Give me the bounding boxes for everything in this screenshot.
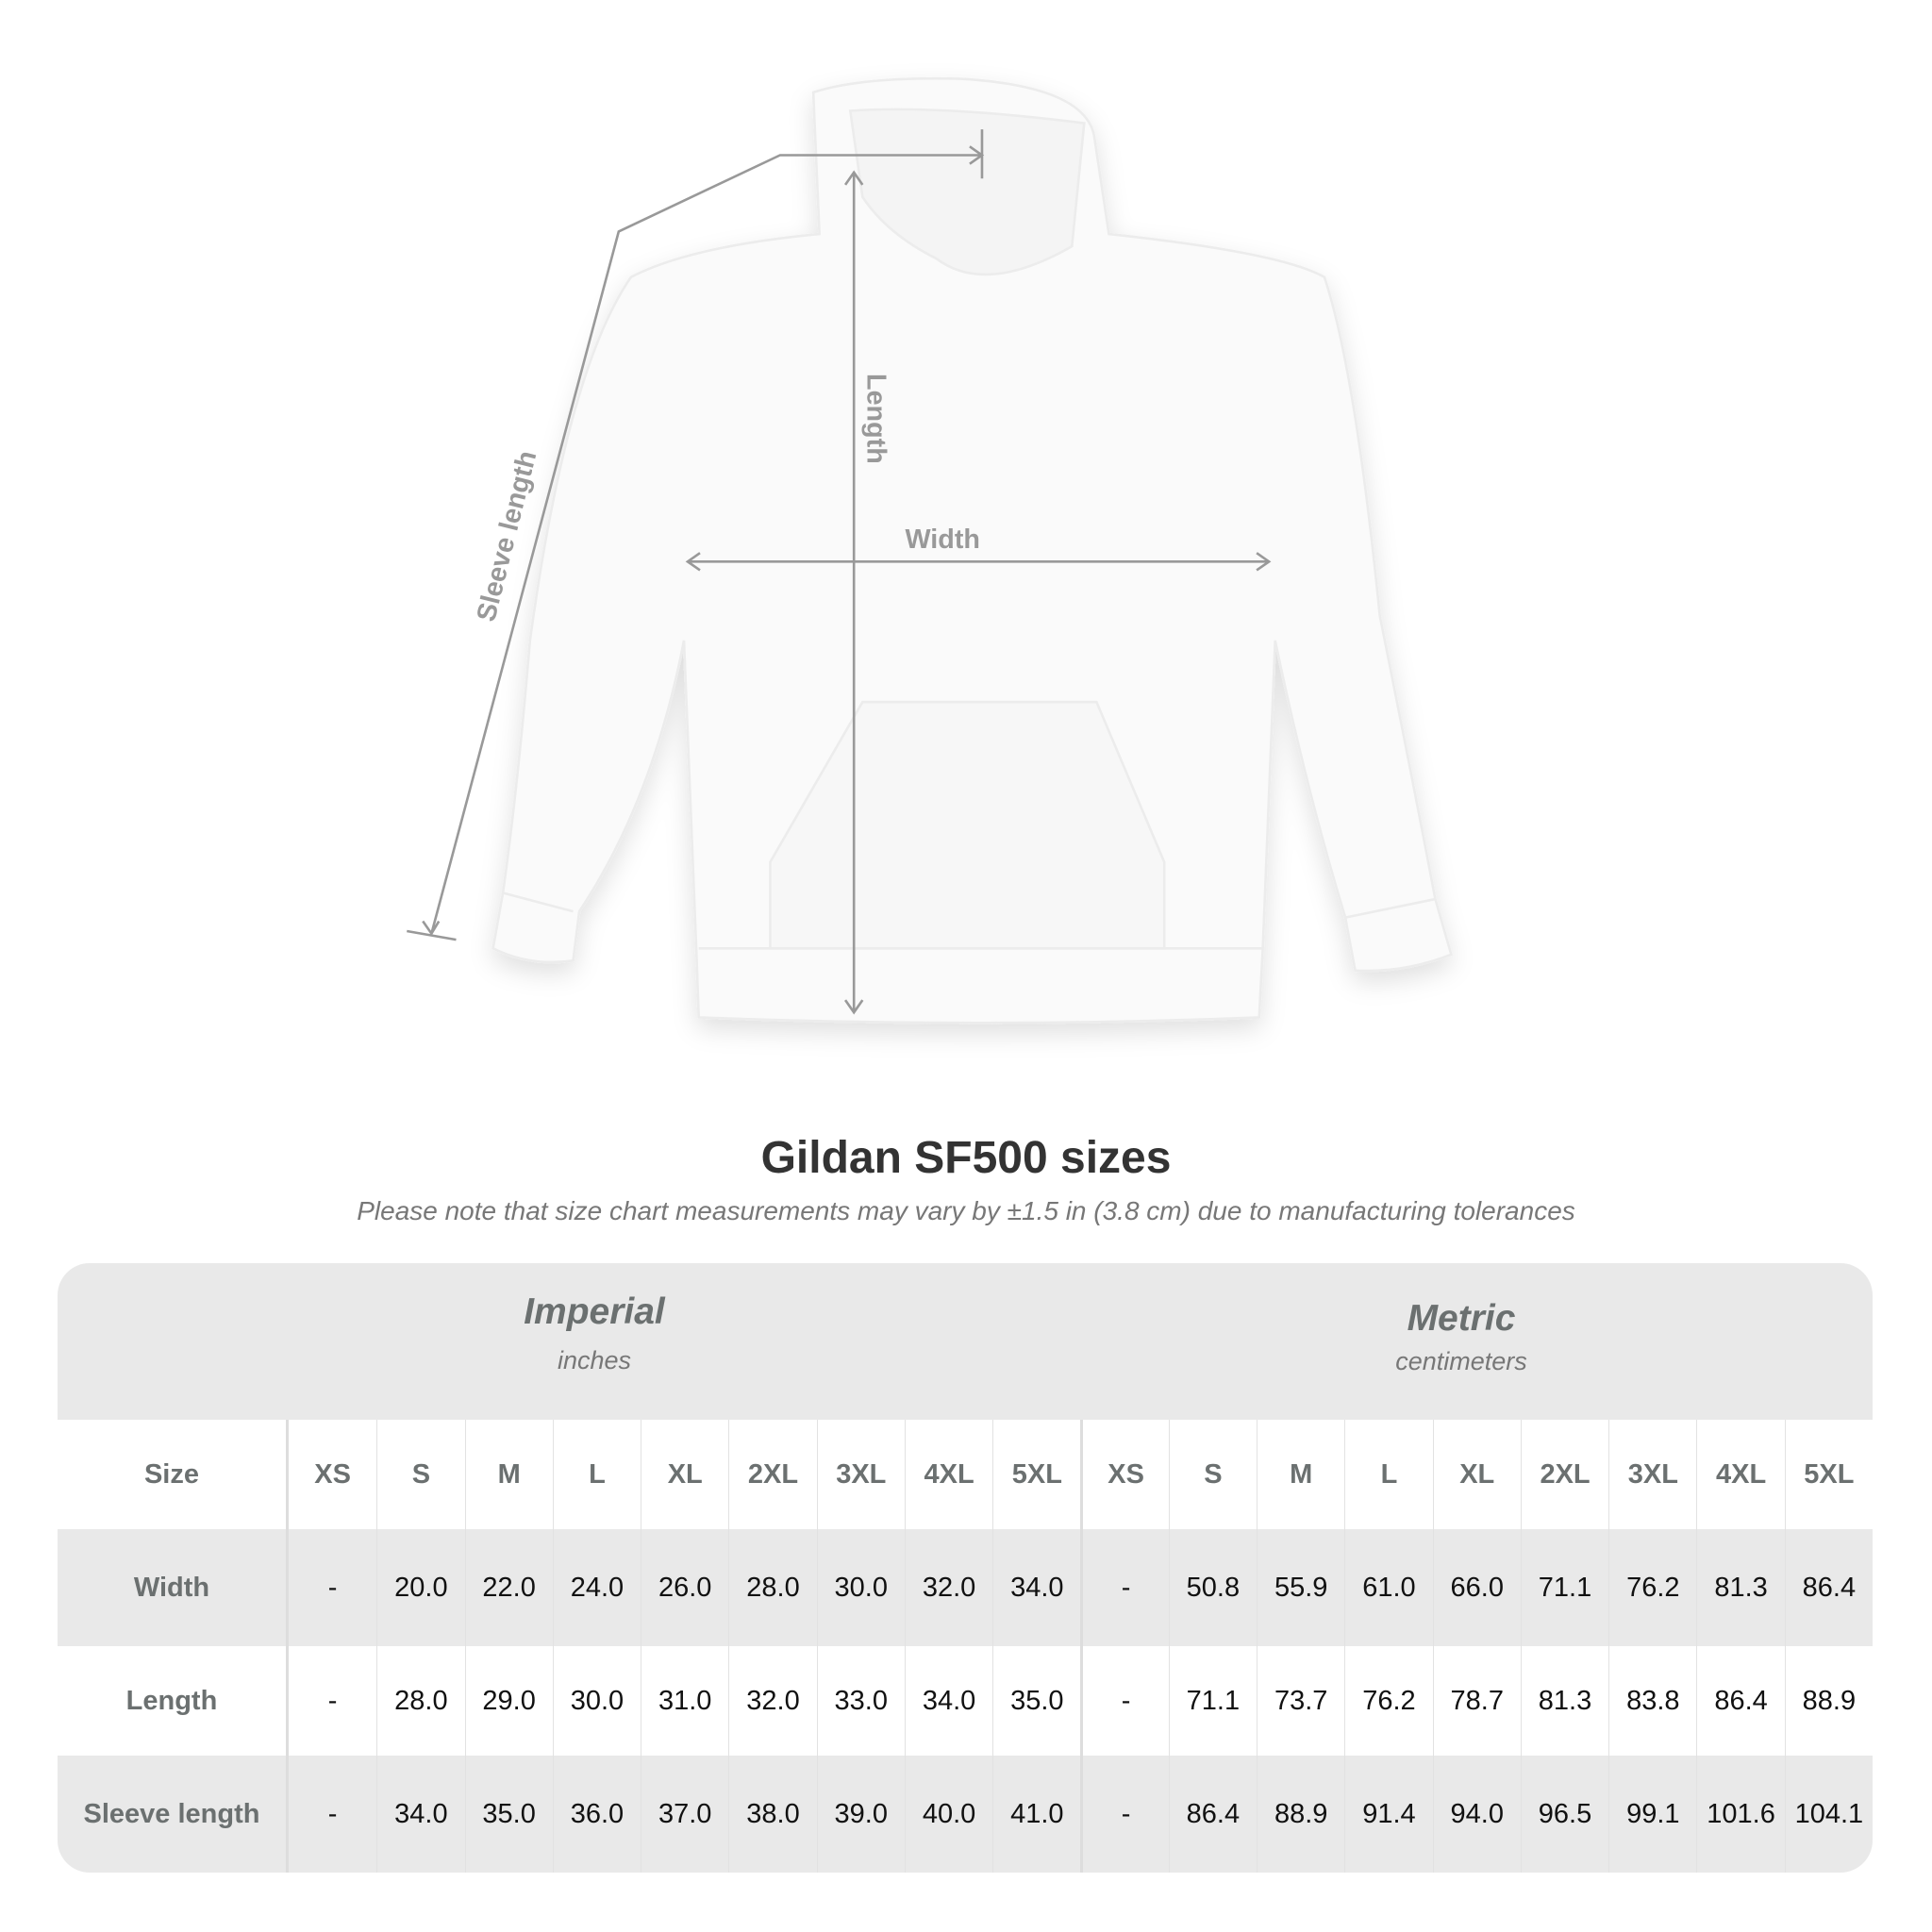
metric-value-cell: 76.2 xyxy=(1344,1646,1432,1756)
hoodie-diagram: Width Length Sleeve length xyxy=(407,76,1453,1024)
imperial-value-cell: 39.0 xyxy=(816,1756,905,1873)
imperial-value-cell: 30.0 xyxy=(552,1646,641,1756)
metric-value-cell: 104.1 xyxy=(1784,1756,1873,1873)
metric-unit: centimeters xyxy=(1395,1347,1527,1375)
size-header-cell: L xyxy=(1344,1420,1432,1529)
metric-value-cell: 71.1 xyxy=(1520,1529,1608,1646)
imperial-value-cell: 38.0 xyxy=(728,1756,816,1873)
sleeve-length-dimension-line xyxy=(407,129,985,941)
imperial-value-cell: 33.0 xyxy=(816,1646,905,1756)
sleeve-length-label: Sleeve length xyxy=(472,448,543,625)
imperial-value-cell: - xyxy=(327,1572,338,1603)
metric-header: Metric centimeters xyxy=(1131,1298,1791,1376)
metric-value-cell: 96.5 xyxy=(1520,1756,1608,1873)
size-header-cell: 5XL xyxy=(1784,1420,1873,1529)
metric-value-cell: 88.9 xyxy=(1784,1646,1873,1756)
size-table: Imperial inches Metric centimeters Size X… xyxy=(58,1263,1873,1873)
imperial-value-cell: 34.0 xyxy=(992,1529,1080,1646)
imperial-value-cell: 24.0 xyxy=(552,1529,641,1646)
size-header-cell: M xyxy=(464,1420,553,1529)
imperial-value-cell: 37.0 xyxy=(641,1756,728,1873)
metric-value-cell: 61.0 xyxy=(1344,1529,1432,1646)
table-row: Sleeve length - 34.0 35.0 36.0 37.0 38.0 39.0 40… xyxy=(58,1756,1873,1873)
imperial-value-cell: 22.0 xyxy=(464,1529,553,1646)
size-header-cell: S xyxy=(1168,1420,1257,1529)
metric-value-cell: 55.9 xyxy=(1257,1529,1344,1646)
imperial-value-cell: 31.0 xyxy=(641,1646,728,1756)
metric-value-cell: 76.2 xyxy=(1608,1529,1696,1646)
metric-value-cell: 86.4 xyxy=(1168,1756,1257,1873)
size-header-cell: 2XL xyxy=(728,1420,816,1529)
size-header-cell: 4XL xyxy=(904,1420,992,1529)
metric-value-cell: 78.7 xyxy=(1432,1646,1521,1756)
metric-value-cell: 94.0 xyxy=(1432,1756,1521,1873)
imperial-value-cell: 40.0 xyxy=(904,1756,992,1873)
metric-value-cell: 91.4 xyxy=(1344,1756,1432,1873)
metric-value-cell: 66.0 xyxy=(1432,1529,1521,1646)
hoodie-illustration xyxy=(491,76,1453,1024)
tolerance-note: Please note that size chart measurements… xyxy=(357,1196,1575,1225)
table-row: Length -28.0 29.0 30.0 31.0 32.0 33.0 34.0 35.0-… xyxy=(58,1646,1873,1756)
metric-value-cell: 81.3 xyxy=(1520,1646,1608,1756)
imperial-unit: inches xyxy=(557,1346,632,1374)
metric-value-cell: 73.7 xyxy=(1257,1646,1344,1756)
imperial-value-cell: 28.0 xyxy=(728,1529,816,1646)
imperial-value-cell: 32.0 xyxy=(904,1529,992,1646)
length-dimension-line xyxy=(843,170,864,1015)
row-label: Sleeve length xyxy=(58,1756,289,1873)
size-header-cell: S xyxy=(376,1420,464,1529)
imperial-value-cell: 41.0 xyxy=(992,1756,1080,1873)
imperial-value-cell: 26.0 xyxy=(641,1529,728,1646)
size-header-cell: 3XL xyxy=(816,1420,905,1529)
imperial-value-cell: 28.0 xyxy=(376,1646,464,1756)
imperial-header: Imperial inches xyxy=(264,1291,924,1375)
size-header-cell: 5XL xyxy=(992,1420,1080,1529)
imperial-value-cell: 35.0 xyxy=(992,1646,1080,1756)
metric-value-cell: 101.6 xyxy=(1696,1756,1784,1873)
size-header-cell: 2XL xyxy=(1520,1420,1608,1529)
metric-value-cell: - xyxy=(1080,1646,1168,1756)
size-header-cell: L xyxy=(552,1420,641,1529)
page-title: Gildan SF500 sizes xyxy=(760,1133,1172,1183)
size-header-row: Size XS S M L XL 2XL 3XL 4XL 5XL XS S M L XL 2XL 3XL 4XL 5… xyxy=(58,1420,1873,1529)
metric-value-cell: 86.4 xyxy=(1696,1646,1784,1756)
width-dimension-line xyxy=(685,552,1272,572)
imperial-value-cell: 30.0 xyxy=(816,1529,905,1646)
imperial-value-cell: 34.0 xyxy=(904,1646,992,1756)
metric-value-cell: 83.8 xyxy=(1608,1646,1696,1756)
row-label: Width xyxy=(58,1529,289,1646)
size-header-cell: 3XL xyxy=(1608,1420,1696,1529)
imperial-value-cell: 35.0 xyxy=(464,1756,553,1873)
imperial-value-cell: - xyxy=(327,1685,338,1716)
imperial-value-cell: 36.0 xyxy=(552,1756,641,1873)
imperial-value-cell: 32.0 xyxy=(728,1646,816,1756)
size-header-cell: 4XL xyxy=(1696,1420,1784,1529)
imperial-value-cell: - xyxy=(327,1798,338,1829)
imperial-title: Imperial xyxy=(524,1291,665,1332)
metric-title: Metric xyxy=(1407,1298,1516,1339)
table-row: Width -20.0 22.0 24.0 26.0 28.0 30.0 32.0 34.0-5… xyxy=(58,1529,1873,1646)
metric-value-cell: 86.4 xyxy=(1784,1529,1873,1646)
imperial-value-cell: 34.0 xyxy=(376,1756,464,1873)
metric-value-cell: 88.9 xyxy=(1257,1756,1344,1873)
imperial-value-cell: 29.0 xyxy=(464,1646,553,1756)
metric-value-cell: - xyxy=(1080,1529,1168,1646)
size-header-cell: XL xyxy=(641,1420,728,1529)
size-header-cell: XS xyxy=(1080,1420,1168,1529)
measurement-lines xyxy=(407,129,1272,1015)
row-label: Length xyxy=(58,1646,289,1756)
unit-system-header: Imperial inches Metric centimeters xyxy=(58,1263,1873,1420)
metric-value-cell: 81.3 xyxy=(1696,1529,1784,1646)
size-header-cell: XS xyxy=(314,1458,351,1490)
length-label: Length xyxy=(861,374,891,464)
metric-value-cell: 50.8 xyxy=(1168,1529,1257,1646)
size-header-cell: M xyxy=(1257,1420,1344,1529)
width-label: Width xyxy=(905,525,979,555)
row-label: Size xyxy=(58,1420,289,1529)
metric-value-cell: 99.1 xyxy=(1608,1756,1696,1873)
size-header-cell: XL xyxy=(1432,1420,1521,1529)
metric-value-cell: 71.1 xyxy=(1168,1646,1257,1756)
imperial-value-cell: 20.0 xyxy=(376,1529,464,1646)
metric-value-cell: - xyxy=(1080,1756,1168,1873)
